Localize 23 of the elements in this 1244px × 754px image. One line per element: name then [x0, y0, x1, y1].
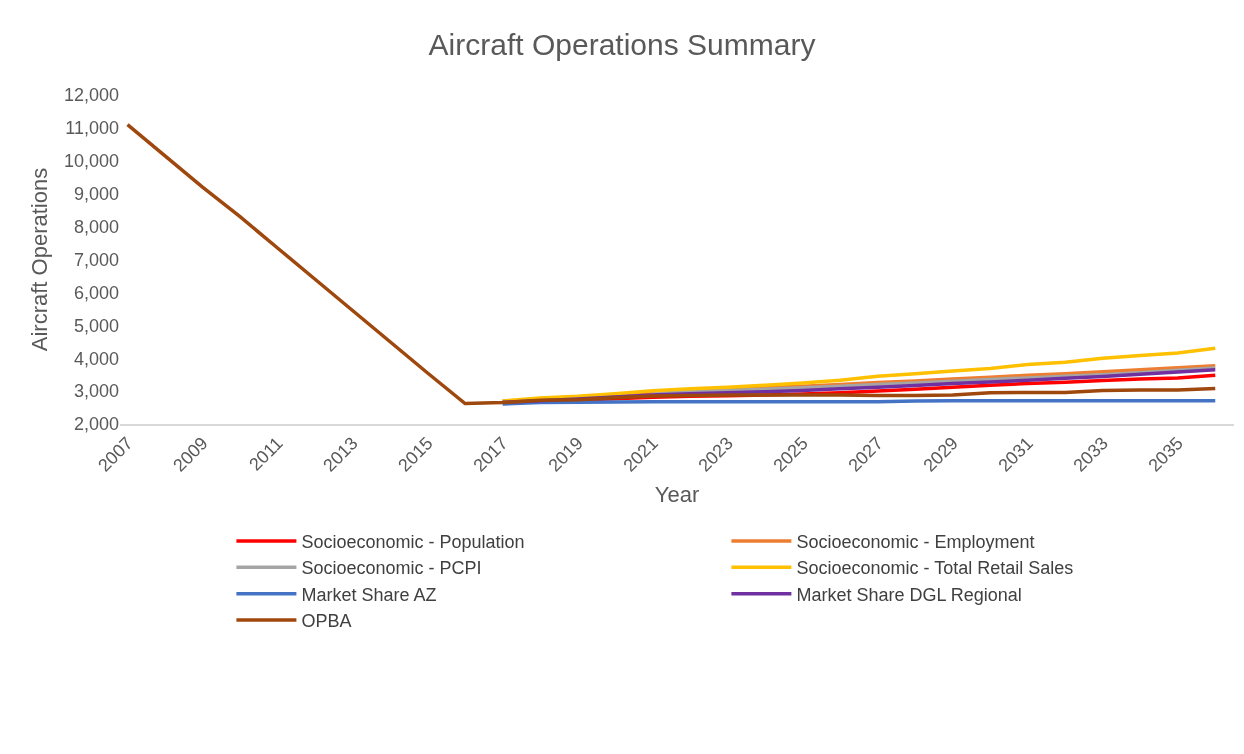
- y-tick-label: 8,000: [73, 216, 119, 237]
- y-tick-label: 10,000: [63, 151, 119, 172]
- x-axis-title: Year: [654, 482, 700, 508]
- legend-label: OPBA: [301, 611, 352, 632]
- y-tick-label: 4,000: [73, 348, 119, 369]
- legend-label: Socioeconomic - Total Retail Sales: [796, 558, 1074, 579]
- line-series: [125, 122, 1217, 406]
- y-tick-label: 12,000: [63, 85, 119, 106]
- legend-label: Socioeconomic - Employment: [796, 531, 1035, 552]
- chart-title: Aircraft Operations Summary: [428, 27, 816, 61]
- y-tick-label: 11,000: [65, 118, 119, 139]
- legend-label: Socioeconomic - PCPI: [301, 558, 482, 579]
- line-series: [500, 346, 1217, 403]
- y-tick-label: 3,000: [73, 381, 119, 402]
- y-axis-title: Aircraft Operations: [26, 167, 52, 352]
- legend-label: Market Share AZ: [301, 584, 437, 605]
- legend-label: Market Share DGL Regional: [796, 584, 1022, 605]
- y-tick-label: 2,000: [73, 414, 119, 435]
- legend-label: Socioeconomic - Population: [301, 531, 525, 552]
- y-tick-label: 7,000: [73, 249, 119, 270]
- y-tick-label: 9,000: [73, 184, 119, 204]
- y-tick-label: 6,000: [73, 282, 119, 303]
- y-tick-label: 5,000: [73, 315, 119, 336]
